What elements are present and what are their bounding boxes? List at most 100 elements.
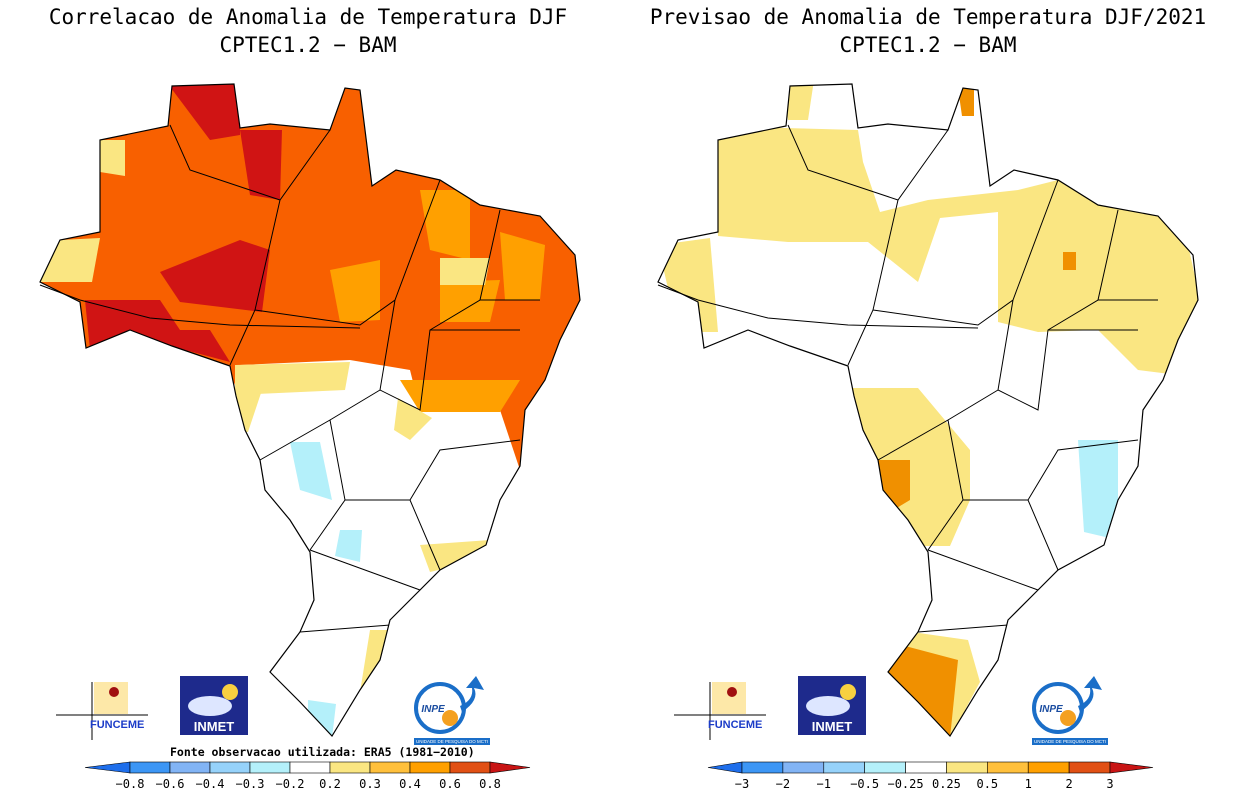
anomaly-area	[160, 240, 270, 312]
colorbar-segment	[129, 761, 171, 774]
map-panel: Previsao de Anomalia de Temperatura DJF/…	[650, 5, 1206, 791]
anomaly-area	[778, 360, 833, 390]
source-note: Fonte observacao utilizada: ERA5 (1981−2…	[170, 745, 475, 759]
anomaly-area	[335, 530, 362, 562]
logo-text: INPE	[421, 704, 445, 715]
logo-cloud	[806, 696, 850, 716]
logo-sun	[222, 684, 238, 700]
map-title: Previsao de Anomalia de Temperatura DJF/…	[650, 5, 1206, 29]
logo-text: FUNCEME	[90, 719, 144, 731]
colorbar-label: −0.3	[236, 777, 265, 791]
map-fill	[658, 84, 1198, 736]
colorbar-label: −0.8	[116, 777, 145, 791]
colorbar-segment	[449, 761, 491, 774]
logo-text: INMET	[194, 719, 235, 734]
logo-dot	[109, 687, 119, 697]
anomaly-area	[165, 84, 240, 140]
anomaly-area	[308, 700, 336, 736]
logo-caption: UNIDADE DE PESQUISA DO MCTI	[416, 739, 488, 744]
colorbar-label: 1	[1025, 777, 1032, 791]
colorbar-segment	[905, 761, 947, 774]
colorbar-label: −1	[817, 777, 831, 791]
colorbar-label: 0.2	[319, 777, 341, 791]
colorbar-segment	[329, 761, 371, 774]
colorbar-segment	[1068, 761, 1111, 774]
colorbar-segment	[209, 761, 251, 774]
anomaly-area	[440, 258, 490, 285]
logo-dot	[1060, 710, 1076, 726]
map-title: Correlacao de Anomalia de Temperatura DJ…	[49, 5, 567, 29]
colorbar-label: 3	[1106, 777, 1113, 791]
anomaly-area	[240, 130, 282, 200]
map-fill	[40, 84, 580, 736]
colorbar-arrow	[489, 761, 531, 774]
map-subtitle: CPTEC1.2 − BAM	[219, 33, 396, 57]
colorbar-segment	[1027, 761, 1070, 774]
anomaly-area	[420, 190, 470, 260]
anomaly-area	[100, 140, 125, 176]
colorbar-segment	[169, 761, 211, 774]
anomaly-area	[440, 280, 500, 322]
state-borders	[169, 124, 540, 633]
colorbar-label: −0.4	[196, 777, 225, 791]
colorbar-arrow	[84, 761, 131, 774]
colorbar-label: −0.25	[887, 777, 923, 791]
anomaly-area	[958, 88, 974, 116]
anomaly-area	[1063, 252, 1076, 270]
colorbar-segment	[987, 761, 1029, 774]
anomaly-area	[330, 260, 380, 322]
colorbar-label: 0.5	[976, 777, 998, 791]
logo-text: FUNCEME	[708, 719, 762, 731]
state-borders	[787, 124, 1158, 633]
colorbar-segment	[782, 761, 825, 774]
anomaly-area	[783, 84, 814, 120]
colorbar-segment	[864, 761, 906, 774]
colorbar-label: 0.6	[439, 777, 461, 791]
anomaly-area	[713, 126, 1198, 380]
logo-text: INMET	[812, 719, 853, 734]
colorbar-segment	[946, 761, 988, 774]
map: FUNCEME INMET INPE UNIDADE DE PESQUISA DO M…	[39, 83, 581, 745]
anomaly-area	[228, 390, 262, 432]
colorbar-label: −3	[735, 777, 749, 791]
logo-sun	[840, 684, 856, 700]
map: FUNCEME INMET INPE UNIDADE DE PESQUISA DO M…	[657, 83, 1199, 745]
logo-box	[712, 682, 746, 714]
anomaly-area	[394, 398, 432, 440]
border-line	[657, 284, 979, 329]
colorbar-label: 0.3	[359, 777, 381, 791]
colorbar-arrow	[707, 761, 743, 774]
colorbar-label: 2	[1065, 777, 1072, 791]
logo-caption: UNIDADE DE PESQUISA DO MCTI	[1034, 739, 1106, 744]
logo-arrow	[1078, 676, 1102, 712]
logo-box	[94, 682, 128, 714]
colorbar-segment	[741, 761, 784, 774]
colorbar-segment	[289, 761, 331, 774]
colorbar-label: 0.8	[479, 777, 501, 791]
logo-text: INPE	[1039, 704, 1063, 715]
colorbar-segment	[249, 761, 291, 774]
colorbar-label: −2	[776, 777, 790, 791]
logo-caption-bg	[414, 738, 490, 745]
anomaly-area	[400, 380, 520, 412]
colorbar-label: −0.5	[850, 777, 879, 791]
colorbar-segment	[369, 761, 411, 774]
logo-arrow	[460, 676, 484, 712]
colorbar-arrow	[1109, 761, 1154, 774]
logo-cloud	[188, 696, 232, 716]
colorbar-segment	[823, 761, 865, 774]
colorbar-label: 0.4	[399, 777, 421, 791]
border-line	[39, 284, 361, 329]
anomaly-area	[658, 238, 718, 332]
anomaly-area	[290, 442, 332, 500]
anomaly-area	[235, 362, 350, 395]
map-panel: Correlacao de Anomalia de Temperatura DJ…	[39, 5, 581, 791]
anomaly-area	[500, 232, 545, 300]
anomaly-area	[884, 642, 958, 736]
logo-caption-bg	[1032, 738, 1108, 745]
anomaly-area	[40, 238, 100, 282]
colorbar-label: 0.25	[932, 777, 961, 791]
colorbar-segment	[409, 761, 451, 774]
anomaly-area	[420, 540, 490, 572]
